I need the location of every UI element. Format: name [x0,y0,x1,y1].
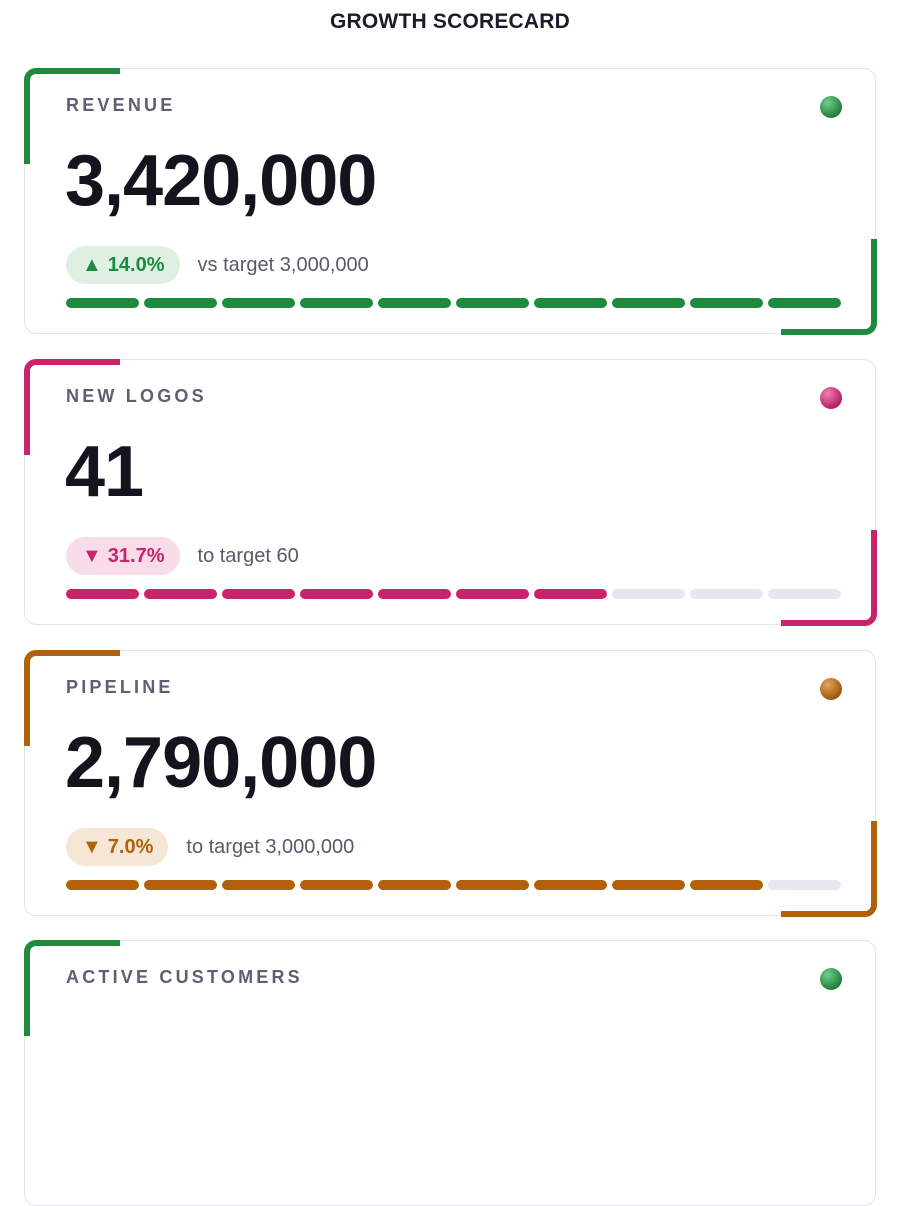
status-dot-icon [820,678,842,700]
progress-segments [66,298,841,308]
kpi-card-new-logos: NEW LOGOS 41 ▼ 31.7% to target 60 [23,358,877,626]
progress-segment [456,880,529,890]
progress-segment [144,880,217,890]
delta-badge: ▼ 7.0% [66,828,169,866]
progress-segment [300,298,373,308]
kpi-label: PIPELINE [66,677,174,697]
target-note: vs target 3,000,000 [197,253,369,276]
target-note: to target 3,000,000 [186,835,355,858]
progress-segment [768,298,841,308]
progress-segment [534,880,607,890]
kpi-label: ACTIVE CUSTOMERS [66,967,303,987]
card-accent-corner-top-left [23,67,120,164]
card-accent-corner-top-left [23,358,120,455]
progress-segment [612,880,685,890]
progress-segment [456,298,529,308]
progress-segment [690,298,763,308]
card-accent-corner-bottom-right [780,238,877,335]
card-accent-corner-top-left [23,649,120,746]
trend-arrow-icon: ▲ [82,254,102,276]
progress-segments [66,880,841,890]
kpi-value: 2,790,000 [65,723,377,803]
progress-segment [144,298,217,308]
page-title: GROWTH SCORECARD [329,10,571,33]
progress-segment [768,880,841,890]
progress-segment [222,298,295,308]
progress-segment [66,589,139,599]
progress-segment [378,298,451,308]
progress-segment [222,880,295,890]
progress-segment [378,589,451,599]
kpi-label: REVENUE [66,95,176,115]
trend-arrow-icon: ▼ [82,836,102,858]
progress-segment [300,880,373,890]
card-accent-corner-top-left [23,939,120,1036]
progress-segment [144,589,217,599]
progress-segment [612,589,685,599]
progress-segment [66,298,139,308]
kpi-card-pipeline: PIPELINE 2,790,000 ▼ 7.0% to target 3,000… [23,649,877,917]
delta-row: ▲ 14.0% vs target 3,000,000 [66,246,369,284]
progress-segment [300,589,373,599]
kpi-card-active-customers: ACTIVE CUSTOMERS [23,939,876,1206]
delta-percent: 14.0% [107,254,165,276]
delta-row: ▼ 7.0% to target 3,000,000 [66,828,354,866]
status-dot-icon [820,96,842,118]
card-accent-corner-bottom-right [780,529,877,626]
progress-segment [768,589,841,599]
progress-segment [690,589,763,599]
delta-badge: ▲ 14.0% [66,246,180,284]
kpi-card-revenue: REVENUE 3,420,000 ▲ 14.0% vs target 3,000… [23,67,877,335]
delta-badge: ▼ 31.7% [66,537,180,575]
status-dot-icon [820,387,842,409]
progress-segment [612,298,685,308]
progress-segment [690,880,763,890]
kpi-label: NEW LOGOS [66,386,207,406]
kpi-value: 3,420,000 [65,141,377,221]
progress-segment [222,589,295,599]
progress-segment [534,298,607,308]
progress-segment [534,589,607,599]
progress-segments [66,589,841,599]
card-accent-corner-bottom-right [780,820,877,917]
progress-segment [456,589,529,599]
kpi-value: 41 [65,432,144,512]
delta-percent: 31.7% [107,545,165,567]
delta-percent: 7.0% [107,836,154,858]
delta-row: ▼ 31.7% to target 60 [66,537,299,575]
progress-segment [66,880,139,890]
trend-arrow-icon: ▼ [82,545,102,567]
status-dot-icon [820,968,842,990]
target-note: to target 60 [197,544,299,567]
progress-segment [378,880,451,890]
